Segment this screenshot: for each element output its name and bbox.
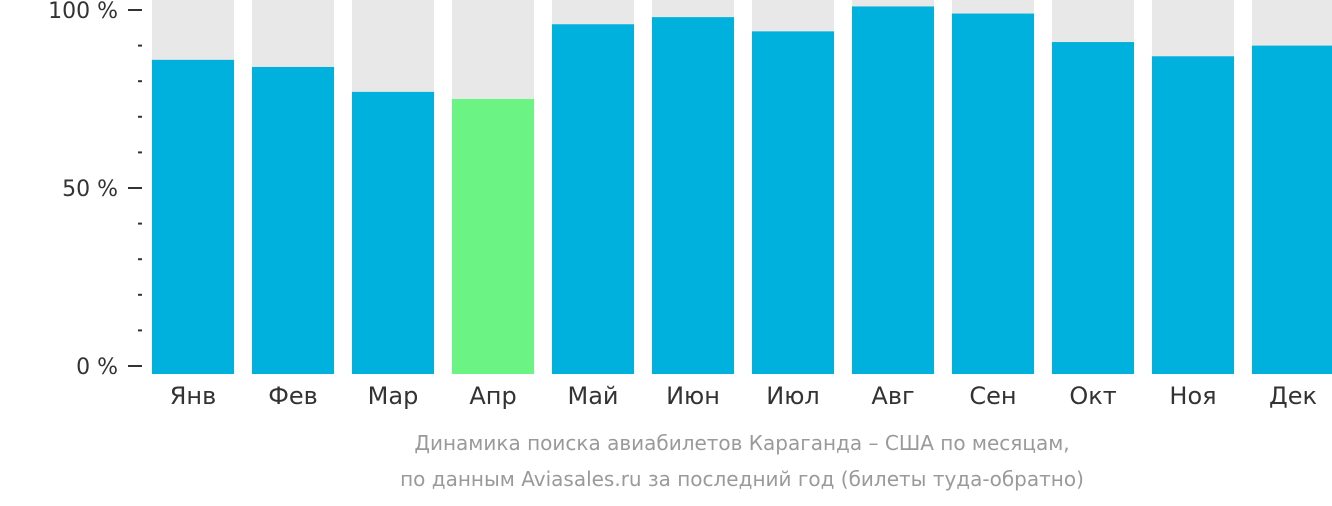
- bar-2: [252, 66, 334, 375]
- x-tick-label-6: Июн: [666, 382, 720, 410]
- bar-12: [1252, 45, 1332, 374]
- chart-caption-line-1: Динамика поиска авиабилетов Караганда – …: [414, 431, 1070, 455]
- bar-10: [1052, 42, 1134, 374]
- x-tick-label-4: Апр: [469, 382, 516, 410]
- x-tick-label-9: Сен: [969, 382, 1016, 410]
- bar-8: [852, 6, 934, 374]
- bar-4: [452, 99, 534, 374]
- y-tick-label-2: 50 %: [62, 177, 118, 202]
- x-tick-label-12: Дек: [1269, 382, 1317, 410]
- bar-7: [752, 31, 834, 375]
- bar-11: [1152, 56, 1234, 374]
- bar-3: [352, 91, 434, 374]
- bar-9: [952, 13, 1034, 375]
- y-tick-label-3: 100 %: [48, 0, 118, 24]
- x-tick-label-11: Ноя: [1169, 382, 1216, 410]
- bar-5: [552, 24, 634, 375]
- x-tick-label-5: Май: [567, 382, 618, 410]
- x-tick-label-2: Фев: [268, 382, 318, 410]
- bar-1: [152, 59, 234, 375]
- bar-6: [652, 17, 734, 375]
- x-tick-label-10: Окт: [1069, 382, 1116, 410]
- x-tick-label-3: Мар: [368, 382, 419, 410]
- x-tick-label-7: Июл: [766, 382, 820, 410]
- y-tick-label-1: 0 %: [76, 355, 118, 380]
- x-tick-label-8: Авг: [871, 382, 914, 410]
- x-tick-label-1: Янв: [170, 382, 217, 410]
- chart-caption-line-2: по данным Aviasales.ru за последний год …: [400, 467, 1084, 491]
